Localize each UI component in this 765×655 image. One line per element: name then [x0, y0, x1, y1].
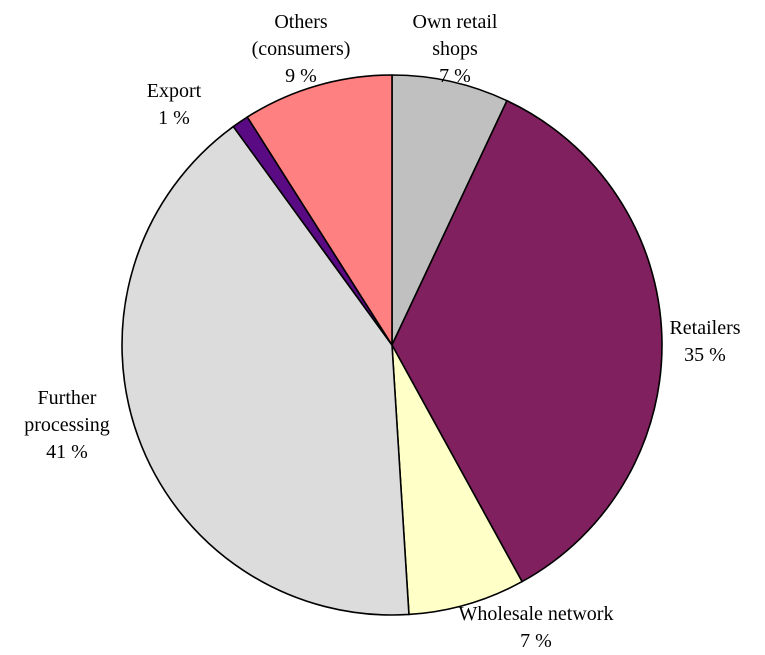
slice-label-wholesale-network: Wholesale network 7 % — [459, 603, 614, 652]
pie-slices — [121, 74, 663, 616]
slice-label-further-processing: Further processing 41 % — [24, 387, 110, 463]
slice-label-others-consumers: Others (consumers) 9 % — [252, 11, 351, 87]
pie-labels: Own retail shops 7 % Retailers 35 % Wholesale… — [24, 11, 741, 652]
pie-slice-own-retail-shops — [391, 74, 508, 346]
slice-label-retailers: Retailers 35 % — [669, 317, 740, 366]
slice-label-own-retail-shops: Own retail shops 7 % — [413, 11, 498, 87]
pie-slice-others-consumers — [246, 74, 393, 346]
pie-slice-retailers — [391, 99, 663, 583]
slice-label-export: Export 1 % — [147, 80, 202, 129]
pie-slice-wholesale-network — [391, 344, 523, 616]
pie-slice-further-processing — [121, 125, 410, 616]
